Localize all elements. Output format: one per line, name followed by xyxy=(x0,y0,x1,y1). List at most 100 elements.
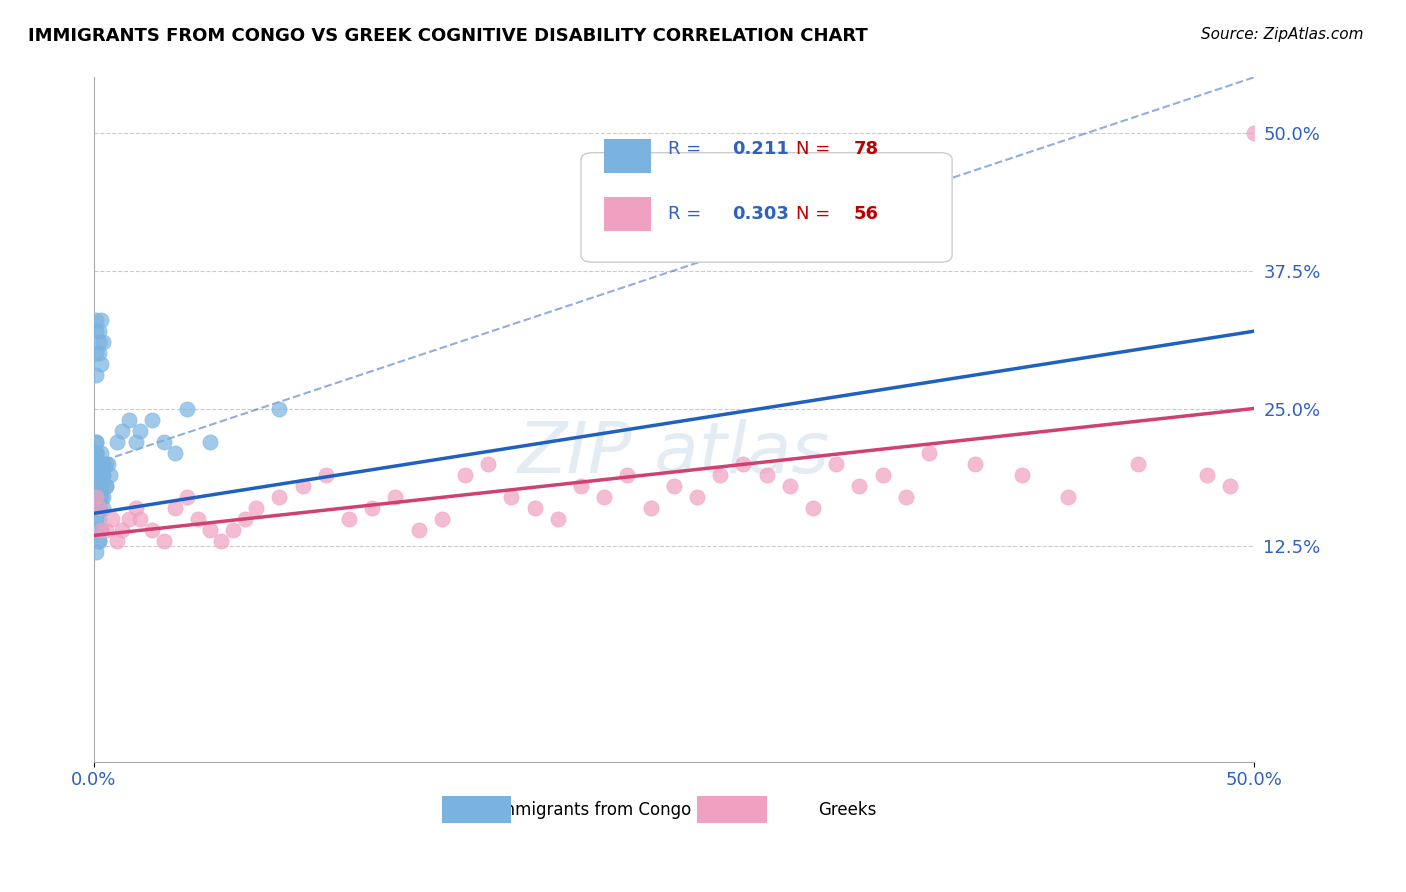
Point xyxy=(91,490,114,504)
Text: ZIP atlas: ZIP atlas xyxy=(517,419,830,488)
Point xyxy=(501,490,523,504)
FancyBboxPatch shape xyxy=(605,197,651,231)
Point xyxy=(90,523,112,537)
Point xyxy=(91,457,114,471)
Point xyxy=(211,533,233,548)
Point xyxy=(90,467,112,482)
Point xyxy=(84,500,107,515)
Point xyxy=(686,490,709,504)
Point xyxy=(90,313,112,327)
Point xyxy=(84,313,107,327)
Point xyxy=(84,445,107,459)
Text: R =: R = xyxy=(668,205,702,223)
Point xyxy=(87,500,110,515)
Point xyxy=(222,523,245,537)
Point xyxy=(616,467,638,482)
Point xyxy=(87,457,110,471)
Point xyxy=(84,479,107,493)
Point xyxy=(872,467,894,482)
Point xyxy=(94,523,117,537)
Point xyxy=(87,533,110,548)
Point xyxy=(1219,479,1241,493)
Point xyxy=(97,457,120,471)
Point xyxy=(84,324,107,338)
Point xyxy=(87,467,110,482)
Point xyxy=(98,467,121,482)
Point xyxy=(477,457,499,471)
Text: R =: R = xyxy=(668,140,702,158)
Point xyxy=(315,467,337,482)
Point xyxy=(547,512,569,526)
Point xyxy=(101,512,124,526)
Point xyxy=(84,434,107,449)
Point xyxy=(291,479,314,493)
Point xyxy=(87,479,110,493)
Point xyxy=(91,457,114,471)
Point xyxy=(593,490,616,504)
Point xyxy=(165,445,187,459)
FancyBboxPatch shape xyxy=(697,796,766,823)
Text: 0.211: 0.211 xyxy=(731,140,789,158)
Point xyxy=(84,490,107,504)
Point xyxy=(801,500,824,515)
Point xyxy=(825,457,848,471)
Point xyxy=(384,490,406,504)
Text: N =: N = xyxy=(796,140,830,158)
Point xyxy=(709,467,731,482)
Point xyxy=(918,445,941,459)
Point xyxy=(245,500,267,515)
Text: 78: 78 xyxy=(853,140,879,158)
Point xyxy=(84,368,107,383)
Point xyxy=(129,424,152,438)
Point xyxy=(87,467,110,482)
FancyBboxPatch shape xyxy=(605,139,651,173)
Point xyxy=(90,445,112,459)
Point xyxy=(124,434,146,449)
Point xyxy=(198,434,221,449)
Point xyxy=(87,467,110,482)
Point xyxy=(105,434,128,449)
Point xyxy=(187,512,209,526)
Point xyxy=(408,523,430,537)
Point xyxy=(87,490,110,504)
Text: IMMIGRANTS FROM CONGO VS GREEK COGNITIVE DISABILITY CORRELATION CHART: IMMIGRANTS FROM CONGO VS GREEK COGNITIVE… xyxy=(28,27,868,45)
Point xyxy=(87,512,110,526)
Point xyxy=(141,412,163,426)
Point xyxy=(90,523,112,537)
Point xyxy=(1243,126,1265,140)
Point xyxy=(1011,467,1033,482)
Point xyxy=(91,335,114,350)
Point xyxy=(523,500,546,515)
Point xyxy=(198,523,221,537)
Text: Source: ZipAtlas.com: Source: ZipAtlas.com xyxy=(1201,27,1364,42)
Point xyxy=(84,434,107,449)
Point xyxy=(129,512,152,526)
Point xyxy=(84,346,107,360)
Point xyxy=(337,512,360,526)
Point xyxy=(91,467,114,482)
Point xyxy=(90,357,112,371)
Point xyxy=(90,457,112,471)
Point xyxy=(1126,457,1149,471)
Point xyxy=(84,457,107,471)
Point xyxy=(84,445,107,459)
Point xyxy=(87,490,110,504)
Point xyxy=(84,445,107,459)
Point xyxy=(90,479,112,493)
Point xyxy=(84,467,107,482)
Point xyxy=(569,479,592,493)
Point xyxy=(430,512,453,526)
Point xyxy=(1197,467,1219,482)
Point xyxy=(90,490,112,504)
Point xyxy=(91,500,114,515)
Point xyxy=(269,401,291,416)
Point xyxy=(94,479,117,493)
Text: 0.303: 0.303 xyxy=(731,205,789,223)
Point xyxy=(84,490,107,504)
Text: N =: N = xyxy=(796,205,830,223)
Point xyxy=(87,533,110,548)
Point xyxy=(84,479,107,493)
Point xyxy=(165,500,187,515)
Point xyxy=(361,500,384,515)
Point xyxy=(84,512,107,526)
